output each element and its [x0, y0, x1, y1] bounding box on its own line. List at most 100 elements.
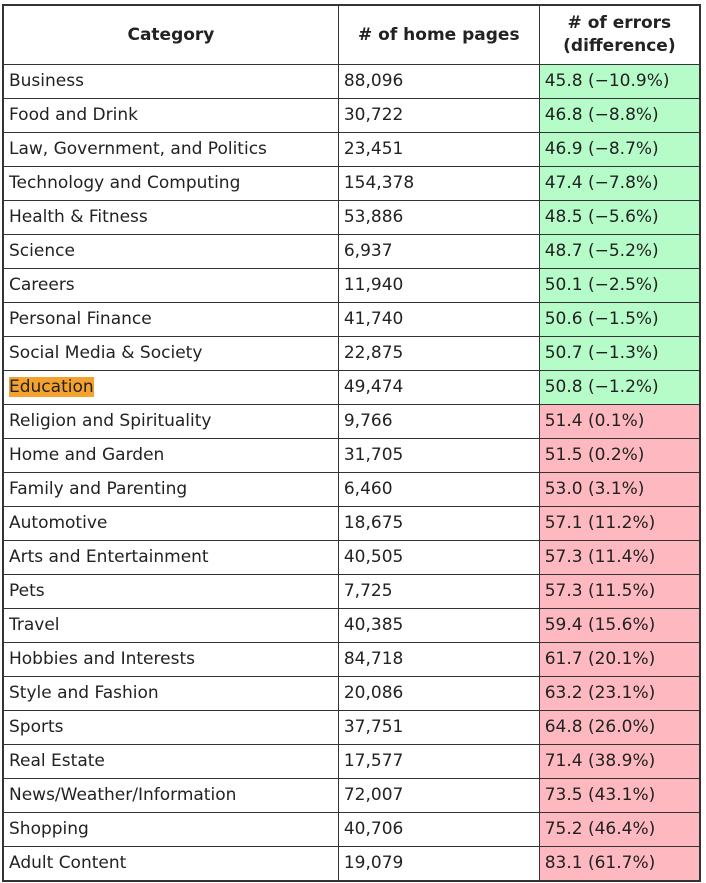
- home-pages-cell: 37,751: [337, 710, 540, 745]
- category-label: Shopping: [9, 819, 89, 839]
- category-cell: Business: [2, 64, 339, 99]
- errors-cell: 57.1 (11.2%): [538, 506, 701, 541]
- home-pages-cell: 9,766: [337, 404, 540, 439]
- table-row: Adult Content 19,079 83.1 (61.7%): [2, 846, 701, 882]
- category-label: Business: [9, 71, 84, 91]
- table-row: Home and Garden 31,705 51.5 (0.2%): [2, 438, 701, 473]
- table-row: Style and Fashion 20,086 63.2 (23.1%): [2, 676, 701, 711]
- errors-cell: 73.5 (43.1%): [538, 778, 701, 813]
- errors-cell: 63.2 (23.1%): [538, 676, 701, 711]
- category-label: Education: [9, 377, 94, 397]
- home-pages-cell: 41,740: [337, 302, 540, 337]
- table-row: Law, Government, and Politics 23,451 46.9 …: [2, 132, 701, 167]
- category-cell: Technology and Computing: [2, 166, 339, 201]
- errors-cell: 59.4 (15.6%): [538, 608, 701, 643]
- home-pages-cell: 19,079: [337, 846, 540, 882]
- header-errors-line1: # of errors: [567, 13, 672, 33]
- home-pages-cell: 18,675: [337, 506, 540, 541]
- category-cell: Careers: [2, 268, 339, 303]
- errors-cell: 64.8 (26.0%): [538, 710, 701, 745]
- category-errors-table: Category # of home pages # of errors (di…: [2, 4, 701, 882]
- category-cell: Travel: [2, 608, 339, 643]
- category-label: Health & Fitness: [9, 207, 148, 227]
- table-row: Sports 37,751 64.8 (26.0%): [2, 710, 701, 745]
- category-cell: Adult Content: [2, 846, 339, 882]
- header-category: Category: [2, 4, 339, 65]
- home-pages-cell: 49,474: [337, 370, 540, 405]
- home-pages-cell: 154,378: [337, 166, 540, 201]
- errors-cell: 50.6 (−1.5%): [538, 302, 701, 337]
- home-pages-cell: 40,505: [337, 540, 540, 575]
- table-row: Pets 7,725 57.3 (11.5%): [2, 574, 701, 609]
- table-row: Food and Drink 30,722 46.8 (−8.8%): [2, 98, 701, 133]
- table-row: Shopping 40,706 75.2 (46.4%): [2, 812, 701, 847]
- category-cell: Law, Government, and Politics: [2, 132, 339, 167]
- category-cell: Sports: [2, 710, 339, 745]
- home-pages-cell: 17,577: [337, 744, 540, 779]
- table-row: Automotive 18,675 57.1 (11.2%): [2, 506, 701, 541]
- category-label: Hobbies and Interests: [9, 649, 195, 669]
- category-cell: Style and Fashion: [2, 676, 339, 711]
- home-pages-cell: 72,007: [337, 778, 540, 813]
- category-cell: Health & Fitness: [2, 200, 339, 235]
- category-cell: Food and Drink: [2, 98, 339, 133]
- category-cell: News/Weather/Information: [2, 778, 339, 813]
- errors-cell: 71.4 (38.9%): [538, 744, 701, 779]
- category-label: Food and Drink: [9, 105, 138, 125]
- table-row: Family and Parenting 6,460 53.0 (3.1%): [2, 472, 701, 507]
- category-label: News/Weather/Information: [9, 785, 237, 805]
- category-cell: Automotive: [2, 506, 339, 541]
- table-row: Health & Fitness 53,886 48.5 (−5.6%): [2, 200, 701, 235]
- home-pages-cell: 22,875: [337, 336, 540, 371]
- errors-cell: 46.9 (−8.7%): [538, 132, 701, 167]
- errors-cell: 57.3 (11.5%): [538, 574, 701, 609]
- table-row: Travel 40,385 59.4 (15.6%): [2, 608, 701, 643]
- category-label: Law, Government, and Politics: [9, 139, 267, 159]
- table-row: Hobbies and Interests 84,718 61.7 (20.1%): [2, 642, 701, 677]
- home-pages-cell: 11,940: [337, 268, 540, 303]
- errors-cell: 46.8 (−8.8%): [538, 98, 701, 133]
- home-pages-cell: 53,886: [337, 200, 540, 235]
- errors-cell: 50.7 (−1.3%): [538, 336, 701, 371]
- category-label: Arts and Entertainment: [9, 547, 209, 567]
- errors-cell: 45.8 (−10.9%): [538, 64, 701, 99]
- errors-cell: 75.2 (46.4%): [538, 812, 701, 847]
- category-label: Real Estate: [9, 751, 105, 771]
- errors-cell: 51.4 (0.1%): [538, 404, 701, 439]
- header-errors: # of errors (difference): [538, 4, 701, 65]
- category-label: Science: [9, 241, 75, 261]
- errors-cell: 50.1 (−2.5%): [538, 268, 701, 303]
- table-row: Science 6,937 48.7 (−5.2%): [2, 234, 701, 269]
- errors-cell: 47.4 (−7.8%): [538, 166, 701, 201]
- category-cell: Hobbies and Interests: [2, 642, 339, 677]
- category-label: Home and Garden: [9, 445, 165, 465]
- errors-cell: 48.7 (−5.2%): [538, 234, 701, 269]
- table-row: Real Estate 17,577 71.4 (38.9%): [2, 744, 701, 779]
- category-label: Sports: [9, 717, 64, 737]
- category-cell: Real Estate: [2, 744, 339, 779]
- table-row: Technology and Computing 154,378 47.4 (−7.…: [2, 166, 701, 201]
- errors-cell: 83.1 (61.7%): [538, 846, 701, 882]
- category-cell: Pets: [2, 574, 339, 609]
- errors-cell: 61.7 (20.1%): [538, 642, 701, 677]
- category-cell: Science: [2, 234, 339, 269]
- table-row: Religion and Spirituality 9,766 51.4 (0.1%…: [2, 404, 701, 439]
- category-label: Social Media & Society: [9, 343, 203, 363]
- category-label: Automotive: [9, 513, 108, 533]
- home-pages-cell: 84,718: [337, 642, 540, 677]
- table-row: Careers 11,940 50.1 (−2.5%): [2, 268, 701, 303]
- errors-cell: 50.8 (−1.2%): [538, 370, 701, 405]
- table-row: Education 49,474 50.8 (−1.2%): [2, 370, 701, 405]
- home-pages-cell: 31,705: [337, 438, 540, 473]
- category-label: Travel: [9, 615, 60, 635]
- home-pages-cell: 6,460: [337, 472, 540, 507]
- home-pages-cell: 40,706: [337, 812, 540, 847]
- category-label: Religion and Spirituality: [9, 411, 212, 431]
- home-pages-cell: 40,385: [337, 608, 540, 643]
- table-row: Business 88,096 45.8 (−10.9%): [2, 64, 701, 99]
- errors-cell: 53.0 (3.1%): [538, 472, 701, 507]
- home-pages-cell: 20,086: [337, 676, 540, 711]
- header-row: Category # of home pages # of errors (di…: [2, 4, 701, 65]
- table-row: Arts and Entertainment 40,505 57.3 (11.4%): [2, 540, 701, 575]
- category-cell: Shopping: [2, 812, 339, 847]
